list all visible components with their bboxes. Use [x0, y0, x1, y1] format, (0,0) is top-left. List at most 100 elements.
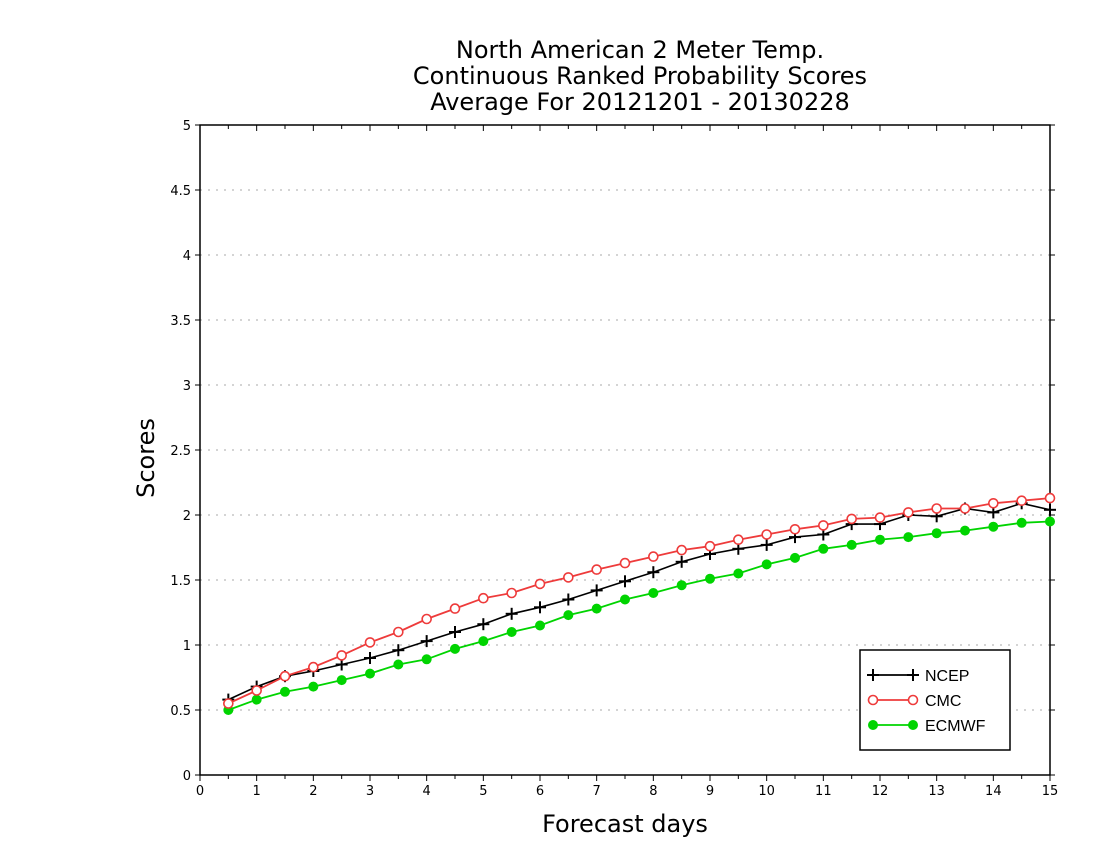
data-point-ncep [760, 538, 773, 551]
data-point-ecmwf [535, 620, 545, 631]
y-tick-label: 1 [183, 639, 191, 654]
data-point-ncep [590, 584, 603, 597]
legend-label-ncep: NCEP [925, 668, 969, 685]
data-point-ecmwf [818, 543, 829, 554]
data-point-ecmwf [280, 686, 290, 697]
y-tick-label: 2 [183, 509, 191, 524]
x-tick-label: 15 [1042, 784, 1059, 799]
data-point-cmc [988, 497, 999, 509]
data-point-ecmwf [421, 654, 432, 665]
data-point-cmc [619, 557, 631, 569]
legend-marker-cmc [907, 694, 919, 706]
data-point-ncep [392, 644, 405, 657]
y-tick-label: 4.5 [170, 184, 191, 199]
data-point-cmc [478, 592, 489, 604]
data-point-cmc [818, 520, 829, 531]
data-point-ecmwf [648, 588, 659, 598]
y-tick-label: 1.5 [170, 574, 191, 589]
data-point-cmc [846, 513, 857, 525]
legend: NCEP CMC ECMWF [859, 649, 1011, 751]
data-point-ncep [364, 652, 376, 664]
legend-marker-ecmwf [868, 720, 878, 730]
y-axis-label: Scores [132, 418, 160, 498]
x-tick-label: 6 [536, 784, 544, 799]
y-tick-label: 3 [183, 379, 191, 394]
data-point-ncep [534, 601, 546, 614]
data-point-cmc [449, 603, 461, 614]
data-point-ncep [619, 575, 631, 588]
data-point-ecmwf [931, 528, 942, 539]
data-point-cmc [704, 540, 716, 552]
data-point-ecmwf [1045, 516, 1055, 527]
data-point-ncep [675, 555, 688, 568]
data-point-cmc [591, 564, 602, 575]
data-point-cmc [1044, 492, 1056, 504]
data-point-cmc [931, 503, 942, 514]
data-point-cmc [1016, 495, 1027, 507]
data-point-ncep [1044, 503, 1056, 516]
x-tick-label: 8 [649, 784, 657, 799]
data-point-cmc [223, 698, 234, 709]
data-point-ecmwf [1016, 517, 1027, 528]
y-tick-label: 4 [183, 249, 191, 264]
data-point-cmc [959, 503, 971, 514]
data-point-ecmwf [365, 668, 375, 679]
data-point-cmc [251, 685, 262, 696]
data-point-ecmwf [620, 594, 630, 605]
data-point-cmc [421, 613, 432, 625]
data-point-cmc [279, 670, 291, 682]
data-point-ncep [505, 607, 518, 620]
data-point-ecmwf [733, 568, 744, 579]
data-point-cmc [308, 661, 319, 673]
data-point-ncep [420, 635, 433, 648]
data-point-ncep [647, 566, 660, 579]
legend-marker-cmc [867, 694, 879, 706]
legend-label-cmc: CMC [925, 693, 961, 710]
data-point-ncep [477, 618, 490, 631]
data-point-ecmwf [846, 539, 857, 550]
data-point-cmc [336, 650, 347, 661]
data-point-ecmwf [903, 532, 914, 543]
data-point-cmc [761, 529, 772, 540]
data-point-cmc [648, 551, 659, 562]
legend-label-ecmwf: ECMWF [925, 718, 986, 735]
data-point-ecmwf [591, 603, 602, 614]
x-tick-label: 0 [196, 784, 204, 799]
x-tick-label: 2 [309, 784, 317, 799]
legend-marker-ncep [907, 669, 919, 681]
data-point-ecmwf [393, 659, 404, 670]
x-tick-label: 12 [872, 784, 889, 799]
data-point-cmc [506, 587, 517, 599]
data-point-ecmwf [988, 521, 999, 532]
x-tick-label: 1 [253, 784, 261, 799]
data-point-cmc [364, 637, 376, 648]
data-point-cmc [393, 626, 404, 638]
series-group [222, 492, 1056, 715]
data-point-cmc [903, 507, 914, 518]
data-point-cmc [563, 572, 574, 583]
legend-items: NCEP CMC ECMWF [867, 668, 986, 735]
data-point-ecmwf [450, 643, 460, 654]
data-point-ecmwf [251, 694, 262, 705]
chart-title-line-3: Average For 20121201 - 20130228 [430, 88, 850, 116]
x-tick-label: 9 [706, 784, 714, 799]
data-point-ecmwf [790, 552, 800, 563]
x-tick-label: 5 [479, 784, 487, 799]
legend-item-ncep: NCEP [867, 668, 969, 685]
x-tick-label: 3 [366, 784, 374, 799]
y-tick-label: 3.5 [170, 314, 191, 329]
data-point-ecmwf [761, 559, 772, 570]
legend-item-ecmwf: ECMWF [868, 718, 986, 735]
legend-item-cmc: CMC [867, 693, 961, 710]
x-tick-label: 11 [815, 784, 832, 799]
data-point-ecmwf [308, 681, 319, 692]
legend-marker-ncep [867, 669, 879, 681]
x-tick-label: 10 [758, 784, 775, 799]
x-axis-label: Forecast days [542, 810, 708, 838]
series-cmc [223, 492, 1056, 709]
data-point-ncep [562, 593, 575, 606]
data-point-ecmwf [478, 636, 489, 647]
data-point-ecmwf [336, 675, 347, 686]
data-point-ecmwf [875, 534, 885, 545]
